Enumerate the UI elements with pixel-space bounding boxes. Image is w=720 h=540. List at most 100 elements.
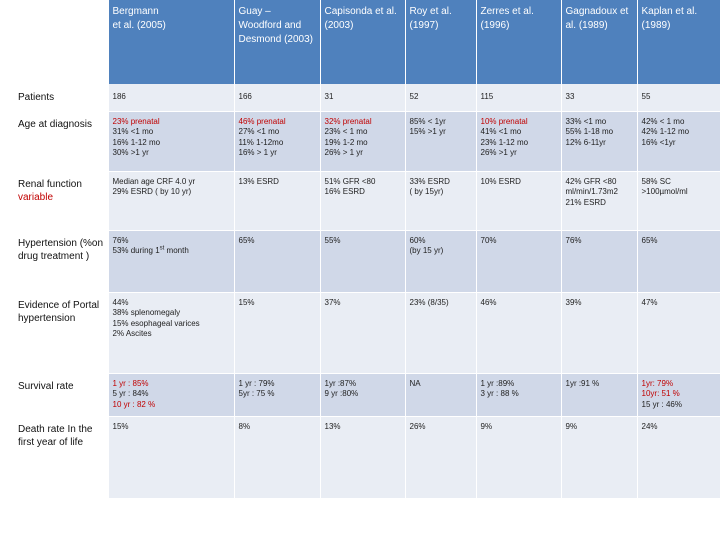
table-cell: 31: [320, 84, 406, 111]
cell-line: 55: [642, 92, 716, 103]
cell-line: 1yr :87%: [325, 379, 401, 390]
table-cell: 58% SC >100µmol/ml: [637, 171, 720, 230]
table-cell: 166: [234, 84, 321, 111]
cell-text: 39%: [565, 297, 582, 307]
row-label-text: Evidence of Portal hypertension: [18, 299, 100, 324]
cell-text: 60%: [409, 235, 426, 245]
cell-line: 1 yr : 79%: [239, 379, 316, 390]
cell-text: 65%: [641, 235, 658, 245]
cell-line: 33% <1 mo: [566, 117, 633, 128]
cell-line: 13% ESRD: [239, 177, 316, 188]
row-label-text: Hypertension (%on drug treatment ): [18, 237, 104, 262]
table-cell: 186: [108, 84, 235, 111]
cell-superscript: st: [159, 245, 165, 252]
cell-text: 5 yr : 84%: [112, 389, 149, 398]
table-row: Evidence of Portal hypertension 44% 38% sp…: [0, 292, 720, 373]
cell-line: 1yr :91 %: [566, 379, 633, 390]
cell-line: 76%: [113, 236, 230, 247]
cell-text: 46%: [480, 297, 497, 307]
cell-text: 186: [112, 92, 126, 101]
cell-line: 2% Ascites: [113, 329, 230, 340]
cell-line: 76%: [566, 236, 633, 247]
cell-line: 41% <1 mo: [481, 127, 557, 138]
cell-line: 55% 1-18 mo: [566, 127, 633, 138]
cell-text: NA: [409, 378, 421, 388]
header-cell: Zerres et al. (1996): [476, 0, 562, 84]
cell-line: 29% ESRD ( by 10 yr): [113, 187, 230, 198]
cell-line: 60%: [410, 236, 472, 247]
header-cell: Capisonda et al. (2003): [320, 0, 406, 84]
cell-text: 15% esophageal varices: [112, 318, 200, 328]
cell-text: 26% >1 yr: [480, 148, 517, 157]
cell-text: 46% prenatal: [238, 116, 286, 126]
cell-text: 42% 1-12 mo: [641, 127, 690, 136]
cell-line: 70%: [481, 236, 557, 247]
cell-line: 16% 1-12 mo: [113, 138, 230, 149]
cell-line: 19% 1-2 mo: [325, 138, 401, 149]
row-label: Renal function variable: [0, 171, 109, 230]
cell-line: 23% < 1 mo: [325, 127, 401, 138]
cell-text: 16% <1yr: [641, 137, 676, 147]
cell-line: 12% 6-11yr: [566, 138, 633, 149]
cell-text: 23% (8/35): [409, 297, 449, 307]
cell-text: 1 yr : 79%: [238, 378, 275, 388]
cell-line: 1yr: 79%: [642, 379, 716, 390]
cell-text: 32% prenatal: [324, 116, 372, 126]
table-cell: 9%: [476, 416, 562, 498]
cell-line: 166: [239, 92, 316, 103]
cell-text: 26% > 1 yr: [324, 148, 363, 157]
cell-line: 10 yr : 82 %: [113, 400, 230, 411]
row-label-text: Death rate In the first year of life: [18, 423, 93, 448]
cell-text: 16% ESRD: [324, 187, 365, 196]
table-cell: 42% GFR <80 ml/min/1.73m2 21% ESRD: [561, 171, 638, 230]
cell-line: 11% 1-12mo: [239, 138, 316, 149]
cell-line: 26% > 1 yr: [325, 148, 401, 159]
cell-text: 10% prenatal: [480, 116, 528, 126]
cell-text: 15 yr : 46%: [641, 399, 682, 409]
cell-text: 58% SC: [641, 176, 671, 186]
cell-line: 15%: [239, 298, 316, 309]
cell-line: NA: [410, 379, 472, 390]
cell-text: 13% ESRD: [238, 176, 279, 186]
cell-line: 8%: [239, 422, 316, 433]
cell-text: 33: [565, 92, 575, 101]
cell-line: 38% splenomegaly: [113, 308, 230, 319]
cell-text: 29% ESRD ( by 10 yr): [112, 187, 192, 196]
table-cell: 46%: [476, 292, 562, 373]
cell-text: 52: [409, 92, 419, 101]
table-row: Age at diagnosis 23% prenatal 31% <1 mo 16%…: [0, 111, 720, 171]
table-cell: 76% 53% during 1st month: [108, 230, 235, 292]
table-cell: 1 yr : 79% 5yr : 75 %: [234, 373, 321, 416]
cell-text: 9 yr :80%: [324, 389, 359, 398]
table-cell: 60% (by 15 yr): [405, 230, 477, 292]
cell-text: 15%: [238, 297, 255, 307]
cell-line: >100µmol/ml: [642, 187, 716, 198]
table-cell: 13% ESRD: [234, 171, 321, 230]
cell-line: 52: [410, 92, 472, 103]
cell-text: 76%: [565, 235, 582, 245]
table-row: Patients 186 166 31 52 115 33 55: [0, 84, 720, 111]
cell-text: 42% GFR <80: [565, 176, 617, 186]
table-cell: 65%: [637, 230, 720, 292]
cell-line: 10% prenatal: [481, 117, 557, 128]
cell-text: 38% splenomegaly: [112, 308, 181, 317]
table-cell: 46% prenatal 27% <1 mo 11% 1-12mo 16% > 1 y…: [234, 111, 321, 171]
cell-line: 58% SC: [642, 177, 716, 188]
cell-line: 33: [566, 92, 633, 103]
table-cell: 32% prenatal 23% < 1 mo 19% 1-2 mo 26% > 1 …: [320, 111, 406, 171]
cell-line: 53% during 1st month: [113, 245, 230, 257]
cell-text: 9%: [565, 421, 578, 431]
cell-line: 15% >1 yr: [410, 127, 472, 138]
header-row: Bergmann et al. (2005) Guay – Woodford a…: [0, 0, 720, 84]
cell-text: 27% <1 mo: [238, 127, 280, 136]
cell-text: 33% <1 mo: [565, 116, 607, 126]
cell-text: 9%: [480, 421, 493, 431]
cell-text: Median age CRF 4.0 yr: [112, 176, 196, 186]
table-cell: 115: [476, 84, 562, 111]
row-label-text: Age at diagnosis: [18, 118, 92, 130]
cell-text: 65%: [238, 235, 255, 245]
row-label-line: variable: [18, 191, 54, 203]
table-cell: 15%: [108, 416, 235, 498]
cell-line: 16% <1yr: [642, 138, 716, 149]
table-cell: 85% < 1yr 15% >1 yr: [405, 111, 477, 171]
